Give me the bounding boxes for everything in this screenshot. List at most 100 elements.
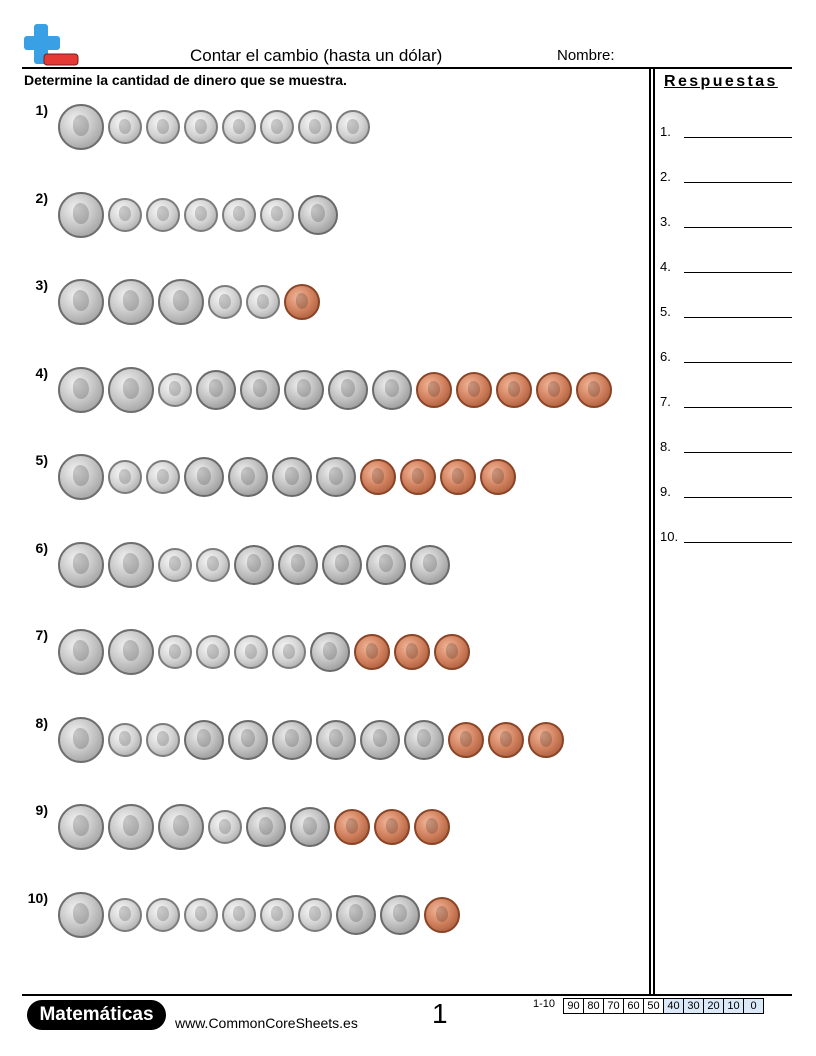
answer-blank[interactable] [684, 227, 792, 228]
quarter-coin-icon [58, 629, 104, 675]
nickel-coin-icon [322, 544, 362, 585]
nickel-coin-icon [272, 719, 312, 760]
dime-coin-icon [146, 110, 180, 144]
question-number: 3) [35, 277, 48, 293]
dime-coin-icon [158, 372, 192, 407]
question-number: 6) [35, 539, 48, 556]
answer-blank[interactable] [684, 317, 792, 318]
nickel-coin-icon [240, 369, 280, 410]
question-number: 5) [35, 452, 48, 468]
penny-coin-icon [456, 371, 492, 408]
question-number: 7) [35, 627, 48, 643]
quarter-coin-icon [58, 366, 104, 413]
score-cell: 20 [703, 998, 724, 1014]
dime-coin-icon [108, 460, 142, 494]
quarter-coin-icon [108, 279, 154, 325]
page-number: 1 [432, 998, 448, 1029]
answer-label: 1. [660, 124, 671, 139]
dime-coin-icon [234, 635, 268, 669]
coin-row [58, 541, 648, 592]
dime-coin-icon [208, 285, 242, 319]
penny-coin-icon [488, 721, 524, 758]
penny-coin-icon [414, 809, 450, 845]
nickel-coin-icon [404, 719, 444, 760]
dime-coin-icon [222, 197, 256, 232]
penny-coin-icon [434, 634, 470, 670]
penny-coin-icon [576, 371, 612, 408]
answer-label: 3. [660, 214, 671, 229]
answer-blank[interactable] [684, 362, 792, 363]
answer-label: 5. [660, 304, 671, 319]
score-cell: 90 [563, 998, 584, 1014]
question-number: 2) [35, 189, 48, 206]
penny-coin-icon [416, 371, 452, 408]
dime-coin-icon [184, 110, 218, 144]
dime-coin-icon [336, 110, 370, 144]
quarter-coin-icon [58, 191, 104, 238]
answer-blank[interactable] [684, 182, 792, 183]
nickel-coin-icon [372, 369, 412, 410]
answer-blank[interactable] [684, 137, 792, 138]
question-number: 9) [35, 802, 48, 818]
plus-minus-logo-icon [24, 24, 79, 66]
dime-coin-icon [184, 197, 218, 232]
nickel-coin-icon [410, 544, 450, 585]
coin-row [58, 279, 648, 329]
nickel-coin-icon [184, 719, 224, 760]
dime-coin-icon [260, 110, 294, 144]
coin-row [58, 104, 648, 154]
score-cell: 60 [623, 998, 644, 1014]
penny-coin-icon [528, 721, 564, 758]
penny-coin-icon [496, 371, 532, 408]
coin-row [58, 366, 648, 417]
nickel-coin-icon [272, 457, 312, 497]
answer-label: 8. [660, 439, 671, 454]
nickel-coin-icon [360, 719, 400, 760]
dime-coin-icon [146, 197, 180, 232]
dime-coin-icon [222, 897, 256, 932]
answer-label: 7. [660, 394, 671, 409]
answer-blank[interactable] [684, 272, 792, 273]
nickel-coin-icon [278, 544, 318, 585]
penny-coin-icon [440, 459, 476, 495]
answer-label: 6. [660, 349, 671, 364]
penny-coin-icon [284, 284, 320, 320]
dime-coin-icon [146, 897, 180, 932]
score-cell: 30 [683, 998, 704, 1014]
dime-coin-icon [222, 110, 256, 144]
answer-blank[interactable] [684, 452, 792, 453]
instructions: Determine la cantidad de dinero que se m… [24, 72, 347, 88]
quarter-coin-icon [58, 279, 104, 325]
quarter-coin-icon [108, 629, 154, 675]
dime-coin-icon [260, 197, 294, 232]
coin-row [58, 716, 648, 767]
answer-blank[interactable] [684, 497, 792, 498]
dime-coin-icon [196, 547, 230, 582]
answer-label: 10. [660, 529, 679, 544]
nickel-coin-icon [316, 457, 356, 497]
answer-label: 9. [660, 484, 671, 499]
nickel-coin-icon [246, 807, 286, 847]
nickel-coin-icon [228, 719, 268, 760]
penny-coin-icon [424, 896, 460, 933]
header-rule [22, 67, 792, 69]
answer-blank[interactable] [684, 542, 792, 543]
score-cell: 0 [743, 998, 764, 1014]
dime-coin-icon [146, 722, 180, 757]
nickel-coin-icon [336, 894, 376, 935]
question-number: 1) [35, 102, 48, 118]
dime-coin-icon [208, 810, 242, 844]
score-cell: 10 [723, 998, 744, 1014]
quarter-coin-icon [58, 716, 104, 763]
nickel-coin-icon [380, 894, 420, 935]
answer-blank[interactable] [684, 407, 792, 408]
coin-row [58, 804, 648, 854]
nickel-coin-icon [310, 632, 350, 672]
quarter-coin-icon [158, 804, 204, 850]
coin-row [58, 629, 648, 679]
nickel-coin-icon [184, 457, 224, 497]
column-divider [649, 67, 651, 995]
name-label: Nombre: [557, 47, 615, 64]
answers-title: Respuestas [664, 73, 778, 90]
quarter-coin-icon [58, 454, 104, 500]
